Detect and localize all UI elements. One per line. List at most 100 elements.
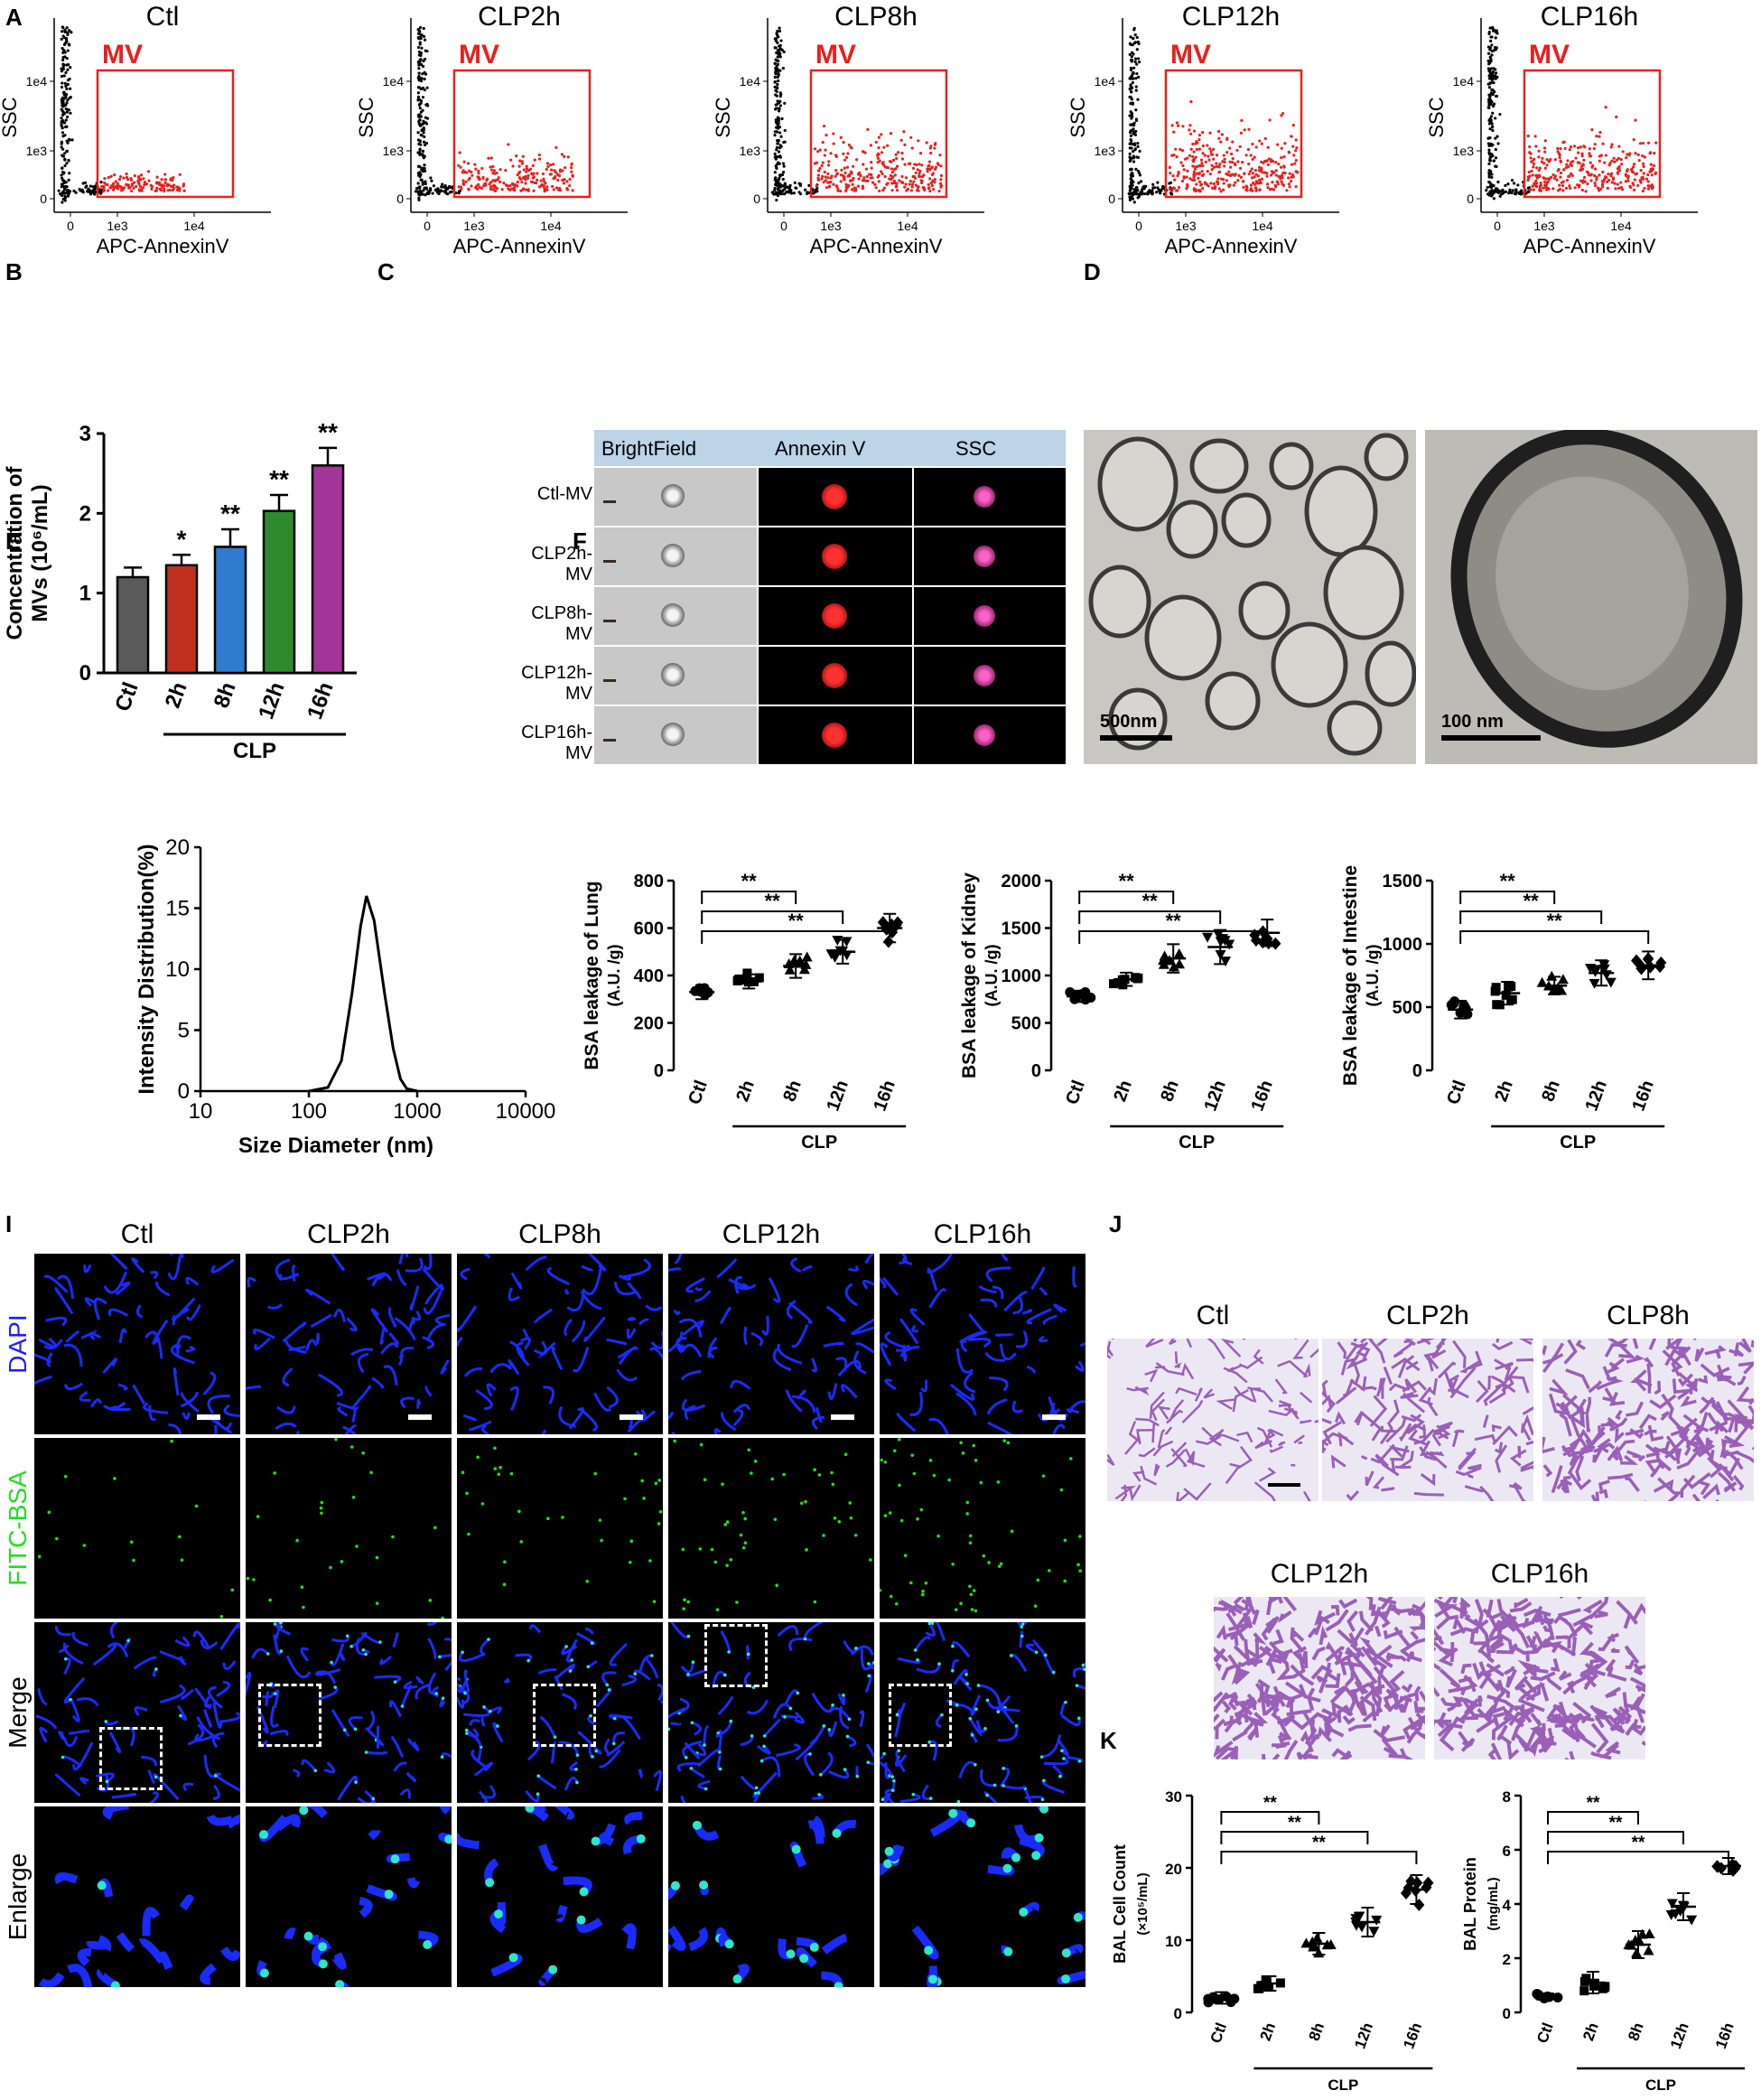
- data-point: [1257, 936, 1269, 949]
- ungated-point: [1135, 62, 1139, 66]
- alveolar-wall: [1456, 1429, 1465, 1433]
- alveolar-wall: [1719, 1442, 1740, 1458]
- dapi-stroke: [274, 1623, 292, 1636]
- dapi-stroke: [379, 1326, 386, 1345]
- dapi-stroke: [210, 1258, 235, 1274]
- gated-point: [1283, 142, 1287, 145]
- fitc-spot: [997, 1564, 1002, 1568]
- dapi-stroke: [510, 1272, 523, 1290]
- data-point: [742, 968, 752, 978]
- y-axis-label-unit: MVs (10⁶/mL): [28, 484, 52, 621]
- gated-point: [826, 172, 830, 175]
- dapi-stroke: [609, 1642, 629, 1666]
- gated-point: [502, 182, 506, 185]
- dapi-stroke: [228, 1814, 240, 1829]
- gated-point: [1212, 182, 1216, 186]
- gated-point: [1632, 188, 1636, 191]
- ungated-point: [63, 51, 67, 54]
- fitc-spot: [268, 1598, 272, 1602]
- dapi-stroke: [403, 1680, 418, 1690]
- alveolar-wall: [1625, 1428, 1645, 1436]
- dapi-stroke: [955, 1392, 977, 1416]
- dapi-stroke: [504, 1677, 510, 1684]
- gated-point: [1534, 173, 1539, 177]
- brightfield-scalebar: [603, 500, 616, 503]
- alveolar-wall: [1473, 1641, 1491, 1654]
- gated-point: [824, 175, 827, 179]
- dapi-stroke: [682, 1320, 704, 1337]
- alveolar-wall: [1525, 1684, 1542, 1702]
- alveolar-wall: [1277, 1359, 1309, 1378]
- alveolar-wall: [1551, 1657, 1561, 1672]
- gated-point: [489, 181, 493, 184]
- panel-j-title: CLP2h: [1386, 1301, 1469, 1330]
- dapi-stroke: [392, 1632, 399, 1648]
- dapi-stroke: [1075, 1360, 1085, 1372]
- gated-point: [1201, 152, 1205, 155]
- alveolar-wall: [1397, 1355, 1415, 1378]
- comparison-label: **: [765, 890, 781, 912]
- gated-point: [113, 173, 116, 177]
- fitc-spot: [699, 1442, 703, 1447]
- alveolar-wall: [1542, 1342, 1564, 1374]
- gated-point: [1614, 187, 1617, 191]
- alveolar-wall: [1372, 1476, 1385, 1489]
- alveolar-wall: [1548, 1393, 1567, 1415]
- alveolar-wall: [1373, 1729, 1405, 1742]
- fitc-spot: [940, 1713, 944, 1717]
- fitc-spot: [892, 1778, 896, 1783]
- gated-point: [898, 179, 901, 182]
- gated-point: [1270, 158, 1273, 162]
- dapi-stroke: [194, 1687, 212, 1710]
- gated-point: [477, 172, 480, 175]
- fitc-spot: [273, 1471, 276, 1475]
- dapi-stroke: [489, 1706, 502, 1714]
- data-point: [1422, 1876, 1434, 1890]
- fitc-spot: [652, 1600, 657, 1603]
- gated-point: [1260, 160, 1263, 163]
- gated-point: [464, 180, 468, 183]
- dapi-stroke: [1066, 1408, 1080, 1414]
- alveolar-wall: [1491, 1340, 1514, 1351]
- comparison-bracket: [701, 891, 797, 904]
- data-point: [1174, 958, 1186, 969]
- fluorescence-image: [880, 1254, 1085, 1434]
- dapi-stroke: [825, 1305, 846, 1322]
- ungated-point: [1512, 182, 1516, 185]
- x-tick-label: Ctl: [685, 1078, 712, 1107]
- gated-point: [477, 176, 480, 180]
- gated-point: [914, 183, 918, 187]
- fitc-spot: [965, 1682, 969, 1685]
- fluorescence-image: [880, 1622, 1085, 1803]
- ungated-point: [773, 189, 777, 192]
- gated-point: [458, 151, 461, 154]
- gated-point: [1604, 154, 1607, 157]
- gated-point: [178, 187, 182, 191]
- data-point: [1546, 970, 1558, 981]
- fitc-spot: [754, 1786, 759, 1790]
- ungated-point: [1486, 142, 1490, 145]
- dapi-stroke: [786, 1299, 797, 1320]
- data-point: [1581, 1974, 1591, 1983]
- ungated-point: [450, 190, 453, 193]
- gated-point: [489, 165, 492, 169]
- ungated-point: [1496, 180, 1500, 184]
- x-tick-label: 16h: [870, 1078, 899, 1114]
- gated-point: [130, 189, 134, 193]
- gated-point: [928, 146, 932, 150]
- panel-i-title: CLP2h: [307, 1219, 390, 1249]
- gated-point: [1199, 182, 1204, 186]
- ungated-point: [1131, 149, 1135, 154]
- alveolar-wall: [1359, 1695, 1377, 1722]
- fitc-spot: [713, 1560, 718, 1564]
- gated-point: [1610, 143, 1614, 146]
- gated-point: [928, 189, 932, 193]
- alveolar-wall: [1576, 1597, 1583, 1600]
- gated-point: [515, 154, 518, 158]
- ungated-point: [1151, 189, 1154, 192]
- ungated-point: [778, 155, 782, 159]
- ungated-point: [1491, 128, 1495, 133]
- dapi-stroke: [1082, 1661, 1085, 1666]
- fitc-spot: [703, 1743, 706, 1747]
